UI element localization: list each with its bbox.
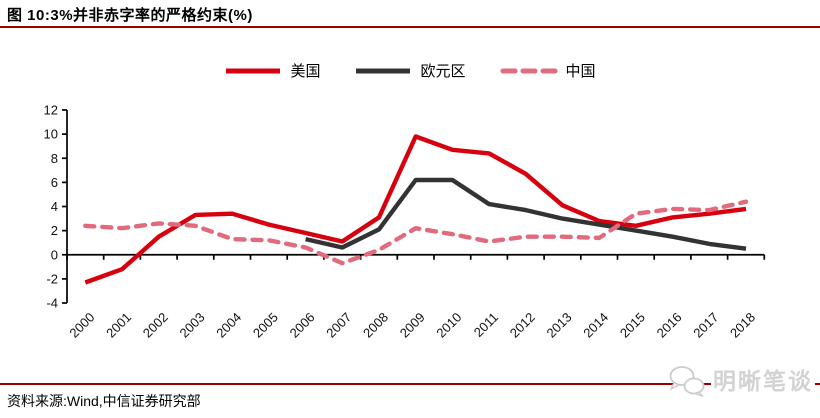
x-tick-label: 2013 bbox=[544, 310, 575, 341]
x-tick-label: 2005 bbox=[250, 310, 281, 341]
x-tick-label: 2011 bbox=[471, 310, 501, 340]
source-rule bbox=[0, 383, 820, 385]
y-tick-label: 4 bbox=[51, 199, 58, 214]
x-tick-label: 2003 bbox=[177, 310, 208, 341]
series-line-eurozone bbox=[305, 177, 747, 251]
x-tick-label: 2015 bbox=[617, 310, 648, 341]
series-line-china bbox=[83, 199, 749, 266]
x-tick-label: 2008 bbox=[360, 310, 391, 341]
x-tick-label: 2016 bbox=[654, 310, 685, 341]
source-text: 资料来源:Wind,中信证券研究部 bbox=[7, 393, 201, 409]
x-tick-label: 2009 bbox=[397, 310, 428, 341]
y-tick-label: 8 bbox=[51, 151, 58, 166]
page-title: 图 10:3%并非赤字率的严格约束(%) bbox=[7, 7, 253, 24]
y-tick-label: 6 bbox=[51, 175, 58, 190]
x-tick-label: 2004 bbox=[213, 310, 244, 341]
x-tick-label: 2012 bbox=[507, 310, 538, 341]
legend-item-eurozone: 欧元区 bbox=[354, 60, 466, 81]
legend-item-china: 中国 bbox=[500, 60, 596, 81]
x-tick-label: 2018 bbox=[727, 310, 758, 341]
x-tick-label: 2001 bbox=[103, 310, 134, 341]
x-tick-label: 2006 bbox=[287, 310, 318, 341]
x-tick-label: 2010 bbox=[433, 310, 464, 341]
y-tick-label: 10 bbox=[44, 127, 58, 142]
legend-item-us: 美国 bbox=[224, 60, 320, 81]
x-tick-label: 2007 bbox=[323, 310, 354, 341]
x-tick-label: 2014 bbox=[580, 310, 611, 341]
y-tick-label: 2 bbox=[51, 223, 58, 238]
y-tick-label: 12 bbox=[44, 103, 58, 118]
watermark-label: 明晰笔谈 bbox=[711, 364, 815, 398]
chart-legend: 美国 欧元区 中国 bbox=[0, 60, 820, 81]
y-tick-label: -4 bbox=[46, 296, 58, 311]
y-tick-label: -2 bbox=[46, 271, 58, 286]
legend-label-us: 美国 bbox=[290, 63, 321, 80]
title-rule bbox=[0, 26, 820, 28]
legend-line-sample-eurozone bbox=[356, 68, 411, 73]
watermark: 明晰笔谈 bbox=[668, 364, 815, 398]
legend-label-china: 中国 bbox=[565, 63, 596, 80]
y-tick-label: 0 bbox=[51, 247, 58, 262]
legend-label-eurozone: 欧元区 bbox=[420, 63, 466, 80]
legend-line-sample-china bbox=[500, 68, 557, 73]
x-tick-label: 2017 bbox=[690, 310, 721, 341]
chat-bubbles-icon bbox=[669, 365, 705, 398]
series-line-us bbox=[84, 134, 747, 285]
x-tick-label: 2000 bbox=[66, 310, 97, 341]
legend-line-sample-us bbox=[226, 68, 281, 73]
x-tick-label: 2002 bbox=[140, 310, 171, 341]
